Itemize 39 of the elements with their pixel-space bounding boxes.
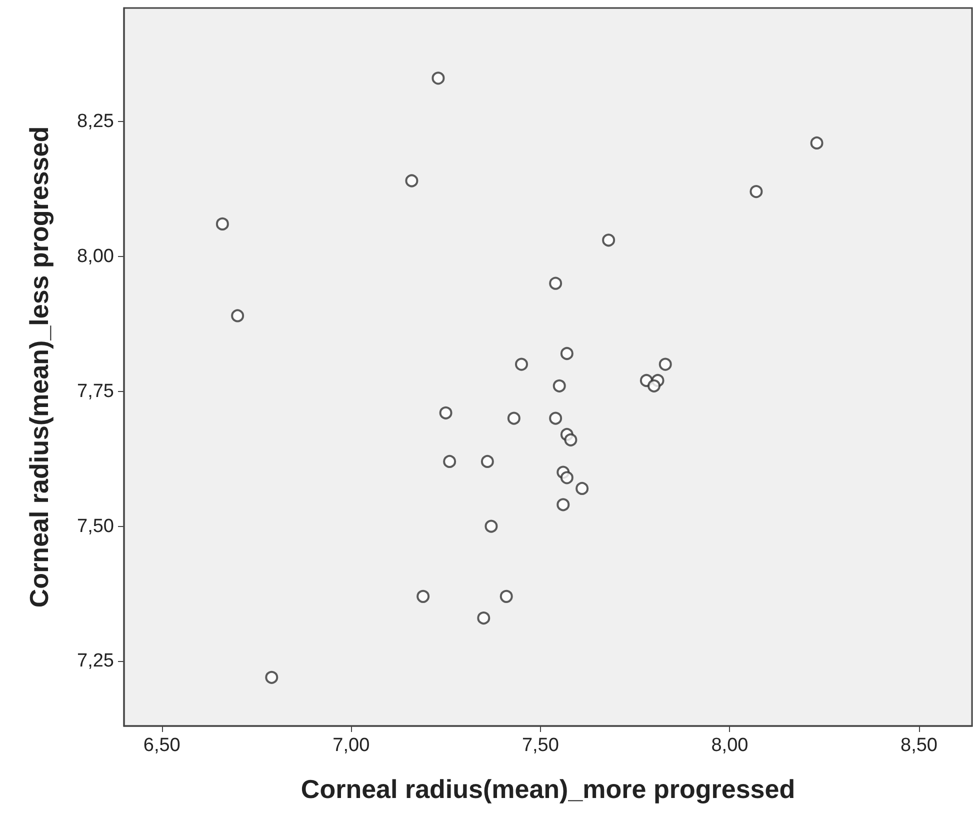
x-tick-label: 6,50 <box>143 735 180 756</box>
point <box>439 406 452 420</box>
point <box>810 136 824 150</box>
point <box>477 612 490 625</box>
point <box>658 358 672 371</box>
x-tick-label: 7,00 <box>332 735 370 756</box>
point <box>560 471 574 484</box>
point <box>564 433 578 446</box>
point <box>515 358 528 371</box>
point <box>556 498 570 512</box>
y-tick-label: 7,75 <box>77 380 114 402</box>
point <box>602 234 616 247</box>
point <box>231 309 244 322</box>
point <box>500 590 513 603</box>
point <box>750 185 763 198</box>
point <box>484 520 498 533</box>
point <box>576 482 589 495</box>
point <box>507 412 520 425</box>
x-tick-label: 8,00 <box>711 735 748 756</box>
y-tick-label: 7,50 <box>77 516 114 537</box>
x-tick-label: 8,50 <box>900 735 938 756</box>
point <box>265 670 278 684</box>
point <box>216 217 229 230</box>
x-axis-title: Corneal radius(mean)_more progressed <box>300 774 796 804</box>
point <box>552 379 566 392</box>
y-axis-title: Corneal radius(mean)_less progressed <box>24 126 54 608</box>
point <box>416 590 430 603</box>
y-tick-label: 8,25 <box>77 110 114 132</box>
point <box>432 72 445 85</box>
y-tick-label: 8,00 <box>77 246 114 267</box>
point <box>405 174 418 188</box>
point <box>560 347 574 360</box>
y-tick-label: 7,25 <box>77 650 114 672</box>
x-tick-label: 7,50 <box>522 735 559 756</box>
point <box>549 276 562 290</box>
point <box>549 412 562 425</box>
point <box>648 379 660 392</box>
point <box>443 454 456 468</box>
point <box>480 454 494 468</box>
